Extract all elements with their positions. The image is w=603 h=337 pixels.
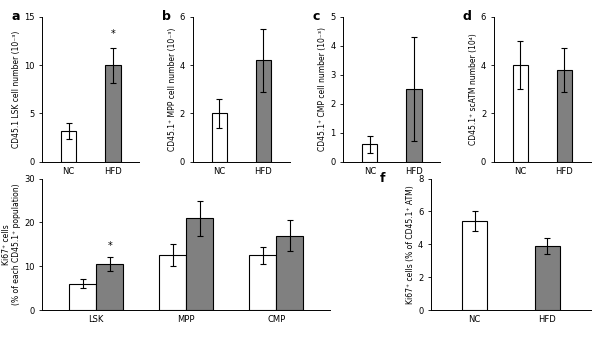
Text: *: * <box>107 241 112 251</box>
Bar <box>462 221 487 310</box>
Text: d: d <box>463 10 472 23</box>
Text: c: c <box>312 10 320 23</box>
Text: *: * <box>110 29 115 38</box>
Bar <box>249 255 276 310</box>
Bar <box>69 284 96 310</box>
Bar <box>212 114 227 162</box>
Bar <box>406 89 421 162</box>
Bar <box>276 236 303 310</box>
Y-axis label: CD45.1 LSK cell number (10⁻³): CD45.1 LSK cell number (10⁻³) <box>12 31 21 148</box>
Text: a: a <box>11 10 20 23</box>
Bar <box>362 144 377 162</box>
Bar <box>61 131 77 162</box>
Bar <box>159 255 186 310</box>
Bar <box>256 60 271 162</box>
Y-axis label: Ki67⁺ cells
(% of each CD45.1⁺ population): Ki67⁺ cells (% of each CD45.1⁺ populatio… <box>2 184 21 305</box>
Bar <box>105 65 121 162</box>
Bar <box>186 218 213 310</box>
Y-axis label: CD45.1⁺ MPP cell number (10⁻³): CD45.1⁺ MPP cell number (10⁻³) <box>168 28 177 151</box>
Text: f: f <box>380 172 385 185</box>
Bar <box>513 65 528 162</box>
Bar <box>535 246 560 310</box>
Bar <box>96 264 123 310</box>
Y-axis label: CD45.1⁺ scATM number (10⁴): CD45.1⁺ scATM number (10⁴) <box>469 33 478 145</box>
Bar <box>557 70 572 162</box>
Y-axis label: Ki67⁺ cells (% of CD45.1⁺ ATM): Ki67⁺ cells (% of CD45.1⁺ ATM) <box>406 185 415 304</box>
Y-axis label: CD45.1⁺ CMP cell number (10⁻³): CD45.1⁺ CMP cell number (10⁻³) <box>318 27 327 151</box>
Text: b: b <box>162 10 171 23</box>
